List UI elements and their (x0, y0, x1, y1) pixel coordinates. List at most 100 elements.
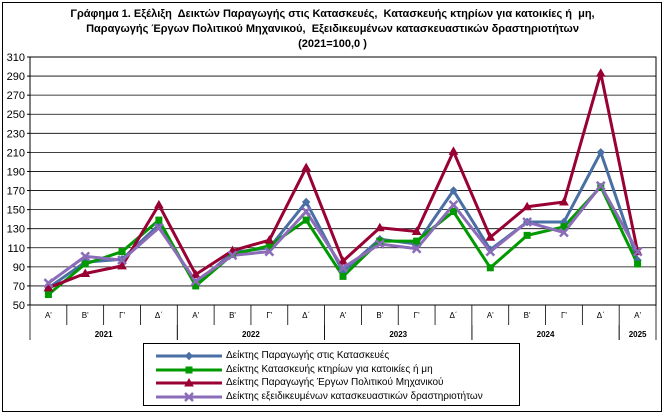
series-4-point (264, 246, 275, 257)
y-tick-label: 190 (7, 166, 25, 178)
x-tick-label: Α' (192, 311, 199, 320)
x-tick-label: Γ' (266, 311, 272, 320)
y-tick-label: 130 (7, 224, 25, 236)
series-4-point (301, 206, 312, 217)
series-4-point (338, 262, 348, 273)
x-tick-label: Δ΄ (302, 311, 310, 320)
x-tick-label: Α' (340, 311, 347, 320)
legend-swatch (156, 366, 222, 373)
series-4-point (559, 227, 569, 238)
legend-item: Δείκτης Παραγωγής Έργων Πολιτικού Μηχανι… (144, 376, 521, 389)
y-tick-label: 290 (7, 71, 25, 83)
series-4-point (227, 250, 238, 261)
x-year-label: 2021 (95, 330, 113, 339)
series-2-point (560, 223, 568, 231)
x-tick-label: Γ' (119, 311, 125, 320)
x-tick-label: Γ' (414, 311, 420, 320)
series-4-point-stroke (632, 246, 643, 257)
series-3-point (190, 269, 201, 278)
y-tick-label: 170 (7, 186, 25, 198)
x-tick-label: Δ΄ (597, 311, 605, 320)
series-2-point (192, 282, 200, 290)
series-2-point (413, 237, 421, 245)
legend-item: Δείκτης Παραγωγής στις Κατασκευές (144, 349, 521, 362)
series-4-point (117, 255, 127, 266)
x-tick-label: Β' (229, 311, 236, 320)
legend-label: Δείκτης εξειδικευμένων κατασκευαστικών δ… (226, 390, 483, 402)
series-2-point (118, 248, 126, 256)
chart-legend: Δείκτης Παραγωγής στις Κατασκευές Δείκτης… (143, 343, 520, 406)
series-2-point (486, 264, 494, 272)
series-4-point (595, 180, 606, 191)
series-2-point (449, 208, 457, 216)
legend-swatch-marker (184, 391, 194, 402)
series-4-point-stroke (190, 276, 201, 287)
series-3-point (595, 68, 606, 77)
y-tick-label: 110 (7, 243, 25, 255)
series-3-point (80, 268, 91, 278)
series-2-point (44, 291, 52, 299)
series-4-point-stroke (80, 251, 91, 262)
series-2-point (634, 260, 642, 268)
series-4-point (485, 246, 496, 257)
series-2-point (81, 260, 89, 268)
series-4-point-stroke (595, 180, 606, 191)
series-3-point (559, 196, 569, 206)
series-4-point-stroke (411, 243, 422, 254)
series-3-point (154, 199, 164, 209)
x-tick-label: Β' (524, 311, 531, 320)
y-tick-label: 270 (7, 90, 25, 102)
series-4-point (448, 199, 459, 210)
y-tick-label: 70 (13, 281, 25, 293)
y-tick-label: 310 (7, 52, 25, 64)
series-3-point (338, 256, 348, 265)
x-year-label: 2022 (242, 330, 260, 339)
series-4-point (632, 246, 643, 257)
series-4-point-stroke (485, 246, 496, 257)
series-4-point (522, 217, 533, 227)
x-tick-label: Δ΄ (449, 311, 457, 320)
series-3-point (522, 201, 532, 211)
series-1-point (301, 197, 311, 207)
series-4-point (80, 251, 91, 262)
x-year-label: 2025 (629, 330, 647, 339)
legend-swatch-marker-stroke (184, 391, 194, 402)
series-3-point (485, 232, 496, 241)
series-4-point (411, 243, 422, 254)
series-1-point (596, 148, 605, 157)
series-1-point (449, 186, 458, 195)
x-year-label: 2024 (537, 330, 555, 339)
x-tick-label: Α' (487, 311, 494, 320)
y-tick-label: 210 (7, 147, 25, 159)
legend-item: Δείκτης εξειδικευμένων κατασκευαστικών δ… (144, 390, 521, 403)
chart-title-line-3: (2021=100,0 ) (298, 38, 367, 50)
x-year-label: 2023 (389, 330, 407, 339)
legend-swatch (156, 351, 222, 361)
series-2-point (155, 216, 163, 224)
series-4-point (43, 278, 54, 288)
legend-label: Δείκτης Παραγωγής στις Κατασκευές (226, 350, 390, 361)
series-3-point (448, 146, 459, 155)
legend-swatch-marker (184, 351, 194, 361)
chart-title-line-1: Γράφημα 1. Εξέλιξη Δεικτών Παραγωγής στι… (70, 8, 595, 20)
y-tick-label: 250 (7, 109, 25, 121)
series-3-point (117, 260, 127, 270)
series-3-point (264, 235, 275, 244)
x-tick-label: Α' (45, 311, 52, 320)
chart-title-line-2: Παραγωγής Έργων Πολιτικού Μηχανικού, Εξε… (86, 23, 579, 35)
series-4-point-stroke (117, 255, 127, 266)
series-4-point-stroke (264, 246, 275, 257)
x-tick-label: Β' (376, 311, 383, 320)
y-tick-label: 50 (13, 300, 25, 312)
legend-label: Δείκτης Παραγωγής Έργων Πολιτικού Μηχανι… (226, 377, 444, 388)
series-4-point-stroke (522, 217, 533, 227)
series-4-point (153, 222, 164, 233)
legend-item: Δείκτης Κατασκευής κτηρίων για κατοικίες… (144, 363, 521, 376)
series-4-point-stroke (559, 227, 569, 238)
legend-label: Δείκτης Κατασκευής κτηρίων για κατοικίες… (226, 363, 433, 375)
x-tick-label: Β' (82, 311, 89, 320)
x-tick-label: Γ' (561, 311, 567, 320)
series-4-point-stroke (338, 262, 348, 273)
series-4-point-stroke (227, 250, 238, 261)
